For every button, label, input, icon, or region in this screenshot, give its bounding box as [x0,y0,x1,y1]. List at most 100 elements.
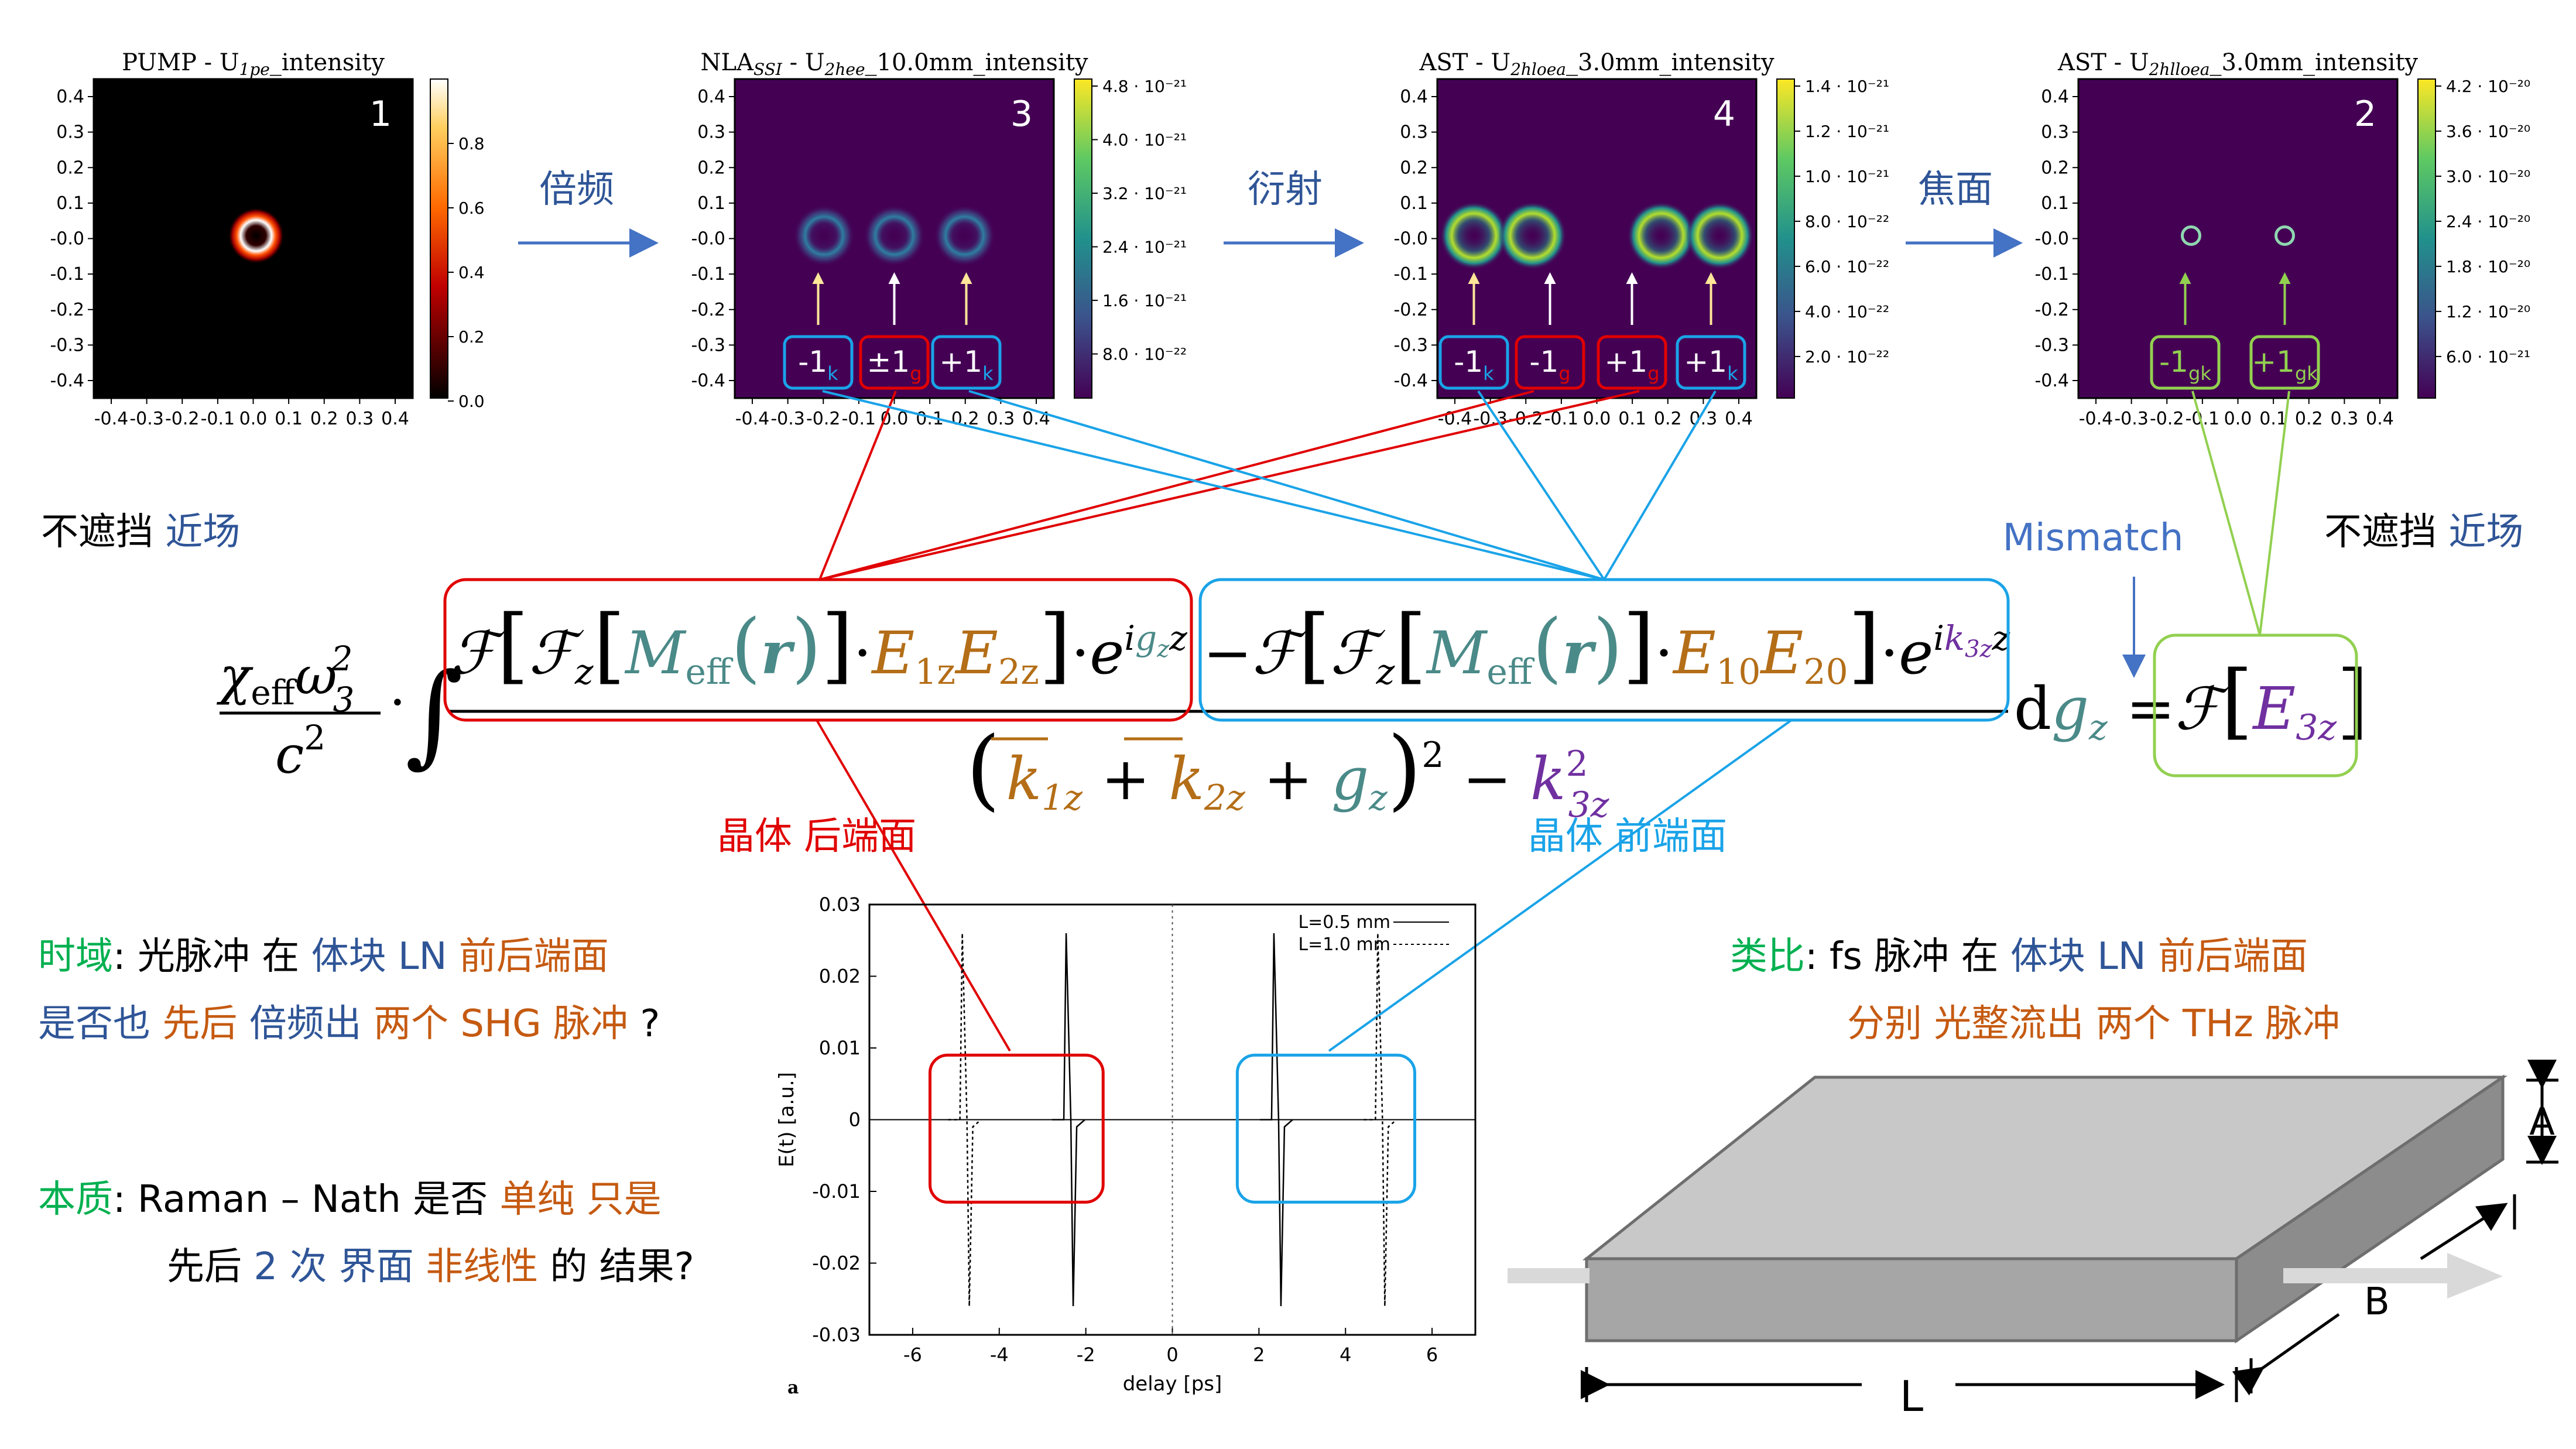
panel-number: 1 [369,94,392,135]
y-tick-label: -0.02 [812,1252,861,1275]
y-tick-label: -0.2 [1393,300,1428,320]
colorbar-tick-label: 0.2 [458,327,485,347]
x-tick-label: -0.2 [2150,409,2184,429]
intensity-panel-ast1: AST - U2hloea_3.0mm_intensity 4 0.4 0.3 0.2 0… [1393,49,1889,429]
x-tick-label: 0.1 [2259,409,2287,429]
svg-text:先后 2 次 界面 非线性 的 结果?: 先后 2 次 界面 非线性 的 结果? [167,1245,694,1289]
x-tick-label: -0.1 [842,409,876,429]
x-tick-label: 0.4 [2366,409,2394,429]
svg-text:·: · [389,672,406,732]
crystal-back-face-label: 晶体 后端面 [717,815,916,858]
pulse-L10mm [1364,933,1397,1307]
x-tick-label: 0.1 [275,409,303,429]
panel-label: a [787,1378,799,1398]
order-label-box [2249,335,2320,390]
order-label: +1g [1604,345,1659,385]
order-label-box [1597,335,1667,390]
y-tick-label: -0.1 [2034,264,2069,285]
x-tick-label: 0.0 [2224,409,2252,429]
pulse-L10mm [948,933,982,1307]
x-tick-label: 0.2 [2295,409,2323,429]
dimension-b-label: B [2364,1280,2390,1324]
order-label-box [931,335,1002,390]
order-label: -1gk [2159,345,2211,385]
process-arrow-diffraction: 衍射 [1224,168,1364,258]
svg-text:时域: 光脉冲 在 体块 LN 前后端面: 时域: 光脉冲 在 体块 LN 前后端面 [38,935,609,978]
colorbar-tick-label: 6.0 · 10⁻²¹ [2446,347,2530,366]
x-tick-label: -6 [903,1344,922,1366]
near-field-left-b: 近场 [165,511,240,554]
arrow-label-focal: 焦面 [1918,168,1993,211]
y-tick-label: -0.0 [2034,229,2069,249]
y-tick-label: -0.4 [2034,371,2069,391]
intensity-panel-ast2: AST - U2hlloea_3.0mm_intensity 2 0.4 0.3 0.2… [2034,49,2530,429]
colorbar-tick-label: 0.8 [458,134,485,153]
x-tick-label: 6 [1426,1344,1438,1366]
near-field-right-a: 不遮挡 [2324,511,2437,554]
y-tick-label: -0.3 [1393,335,1428,355]
y-tick-label: -0.0 [691,229,725,249]
y-tick-label: -0.3 [2034,335,2069,355]
y-tick-label: -0.0 [50,229,84,249]
colorbar [1776,78,1795,399]
y-tick-label: 0.1 [56,193,84,214]
y-tick-label: 0.3 [56,122,84,143]
x-tick-label: 0 [1166,1344,1178,1366]
svg-text:分别 光整流出 两个 THz 脉冲: 分别 光整流出 两个 THz 脉冲 [1847,1002,2340,1046]
svg-text:ℱ[ℱz[Meff(r)]·E1zE2z]·eigzz: ℱ[ℱz[Meff(r)]·E1zE2z]·eigzz [451,598,1187,693]
diffraction-ring [1498,201,1567,270]
intensity-panel-pump: PUMP - U1pe_intensity 1 0.4 0.3 0.2 0.1 -0.0 -0… [50,49,484,429]
y-tick-label: 0.1 [2041,193,2069,214]
diffraction-ring [1440,201,1508,270]
y-tick-label: -0.2 [2034,300,2069,320]
back-face-pulse-box [929,1053,1105,1204]
y-tick-label: 0.2 [1400,157,1428,178]
y-tick-label: 0.3 [697,122,725,143]
y-tick-label: 0.03 [819,893,861,916]
y-tick-label: 0.3 [1400,122,1428,143]
pump-beam-ring [228,207,285,264]
y-tick-label: 0.4 [2041,87,2069,107]
colorbar-tick-label: 4.8 · 10⁻²¹ [1102,77,1187,96]
thz-pulse-chart: -6 -4 -2 0 2 4 6 0.03 0.02 0.01 0 -0.01 -0.02 -0.03 de… [775,893,1477,1398]
x-tick-label: 0.4 [381,409,409,429]
x-tick-label: 0.0 [1583,409,1611,429]
order-label: +1k [939,345,994,385]
diffraction-ring [793,205,855,266]
colorbar-tick-label: 2.4 · 10⁻²⁰ [2446,212,2530,231]
x-tick-label: -0.2 [165,409,200,429]
order-label-box [1676,335,1746,390]
panel-title: AST - U2hlloea_3.0mm_intensity [2057,49,2418,79]
crystal-front-face-label: 晶体 前端面 [1528,815,1727,858]
colorbar-tick-label: 0.4 [458,263,485,282]
colorbar-tick-label: 6.0 · 10⁻²² [1805,257,1889,276]
svg-text:不遮挡 近场: 不遮挡 近场 [41,511,240,554]
colorbar-tick-label: 4.0 · 10⁻²¹ [1102,131,1187,150]
colorbar-tick-label: 0.0 [458,392,485,411]
result-term-box [2153,633,2358,777]
diffraction-ring [934,205,995,266]
x-axis-label: delay [ps] [1123,1372,1222,1396]
svg-text:c2: c2 [275,718,326,785]
dimension-l-label: L [1900,1372,1923,1421]
x-tick-label: -0.3 [129,409,164,429]
y-tick-label: 0.4 [697,87,725,107]
x-tick-label: 0.0 [239,409,268,429]
process-arrow-shg: 倍频 [518,168,659,258]
y-tick-label: -0.1 [1393,264,1428,285]
y-axis-label: E(t) [a.u.] [775,1072,799,1167]
analogy-text: 类比: fs 脉冲 在 体块 LN 前后端面 分别 光整流出 两个 THz 脉冲 [1730,935,2340,1046]
y-tick-label: -0.4 [1393,371,1428,391]
svg-text:dgz =: dgz = [2014,674,2175,748]
y-tick-label: -0.2 [50,300,84,320]
y-tick-label: 0.01 [819,1037,861,1059]
pulse-L05mm [1052,933,1085,1307]
panel-image [2077,78,2399,399]
connector-lines [816,390,2290,1052]
order-label: +1gk [2252,345,2318,385]
y-tick-label: -0.1 [50,264,84,285]
input-beam [1508,1268,1590,1283]
chart-legend: L=0.5 mmL=1.0 mm [1298,912,1449,955]
front-face-term-box [1198,578,2010,722]
